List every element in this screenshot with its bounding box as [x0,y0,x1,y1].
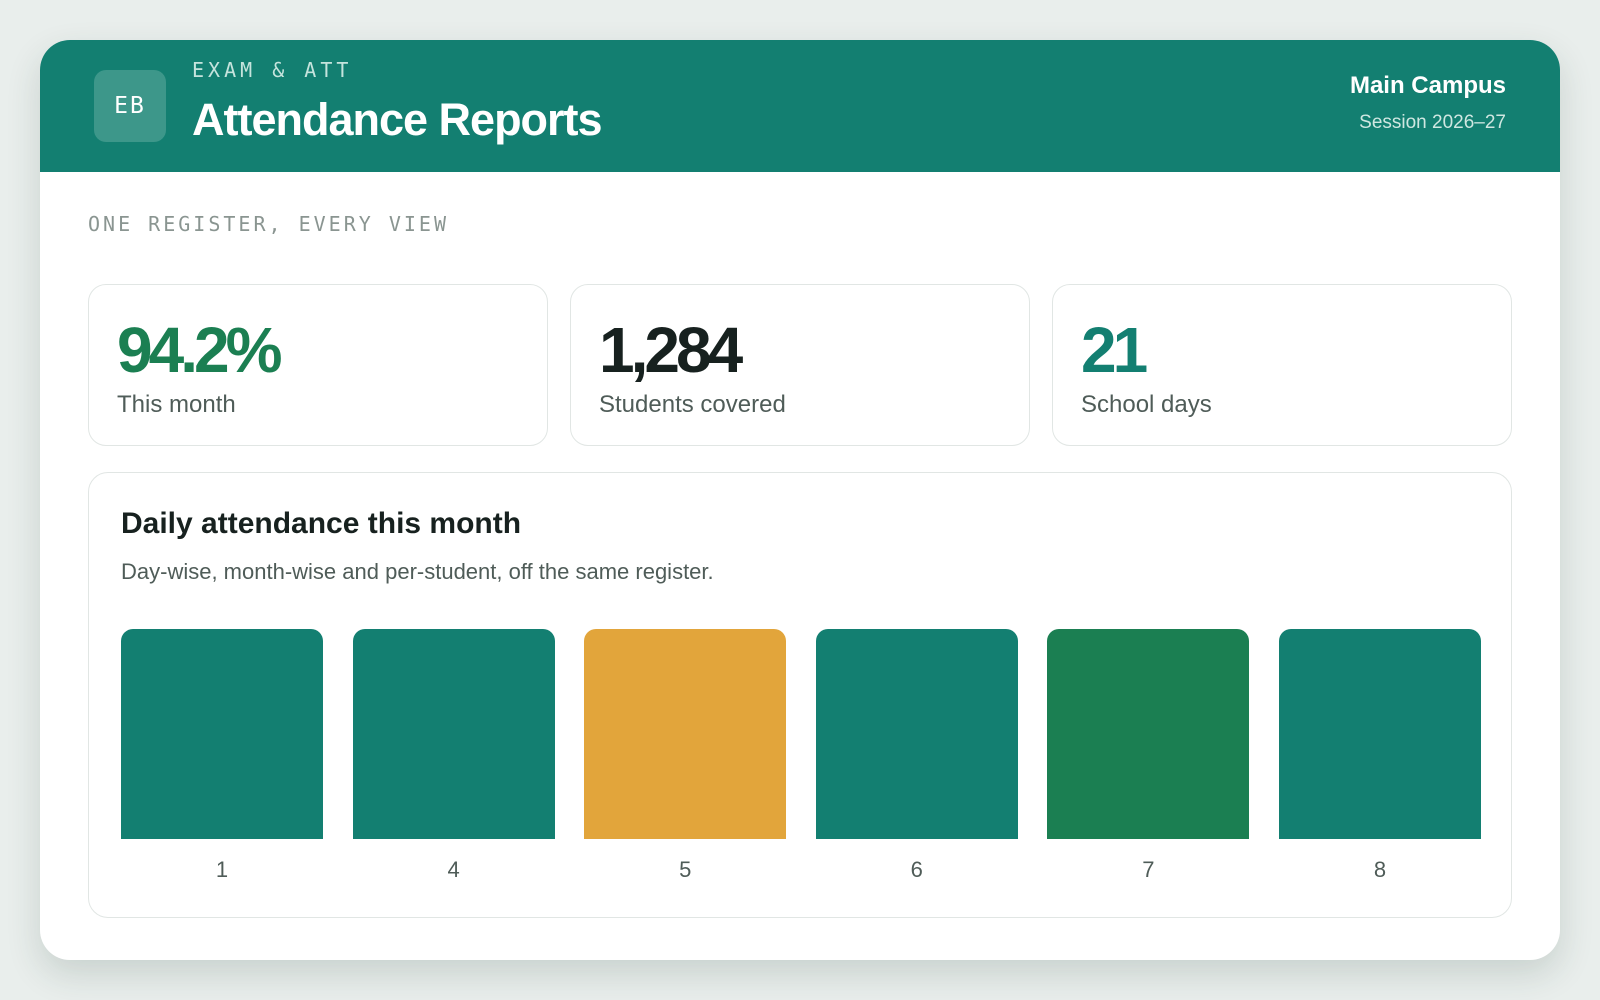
chart-bar-day-1 [121,629,323,839]
chart-x-tick-label: 4 [447,857,460,882]
chart-bar-day-6 [815,629,1018,839]
stat-label: School days [1081,391,1212,418]
chart-x-tick-label: 1 [215,857,229,882]
stat-card-attendance-rate: 94.2% This month [88,284,548,446]
stat-value: 94.2% [117,314,282,386]
stat-value: 1,284 [599,314,743,386]
daily-attendance-panel: Daily attendance this month Day-wise, mo… [88,472,1512,918]
chart-x-tick-label: 8 [1373,857,1387,882]
chart-bar-day-8 [1279,629,1481,839]
panel-title: Daily attendance this month [121,507,522,540]
chart-x-tick-label: 6 [910,857,923,882]
panel-subtitle: Day-wise, month-wise and per-student, of… [121,559,714,584]
stat-label: This month [117,391,236,418]
tagline: ONE REGISTER, EVERY VIEW [88,212,449,236]
app-header: EB EXAM & ATT Attendance Reports Main Ca… [40,40,1560,172]
report-card: EB EXAM & ATT Attendance Reports Main Ca… [40,40,1560,960]
session-label: Session 2026–27 [1359,112,1506,133]
chart-x-tick-label: 7 [1142,857,1155,882]
app-logo: EB [94,70,166,142]
daily-attendance-chart: 1 4 5 6 7 8 [121,629,1481,899]
chart-bar-day-5 [584,629,787,839]
campus-name: Main Campus [1349,72,1506,99]
chart-x-tick-label: 5 [679,857,692,882]
page-title: Attendance Reports [192,94,603,145]
app-eyebrow: EXAM & ATT [192,58,353,82]
chart-bar-day-7 [1047,629,1250,839]
chart-bar-day-4 [352,629,555,839]
stat-card-students-covered: 1,284 Students covered [570,284,1030,446]
stat-card-school-days: 21 School days [1052,284,1512,446]
stat-label: Students covered [599,391,786,418]
stat-value: 21 [1081,314,1148,386]
